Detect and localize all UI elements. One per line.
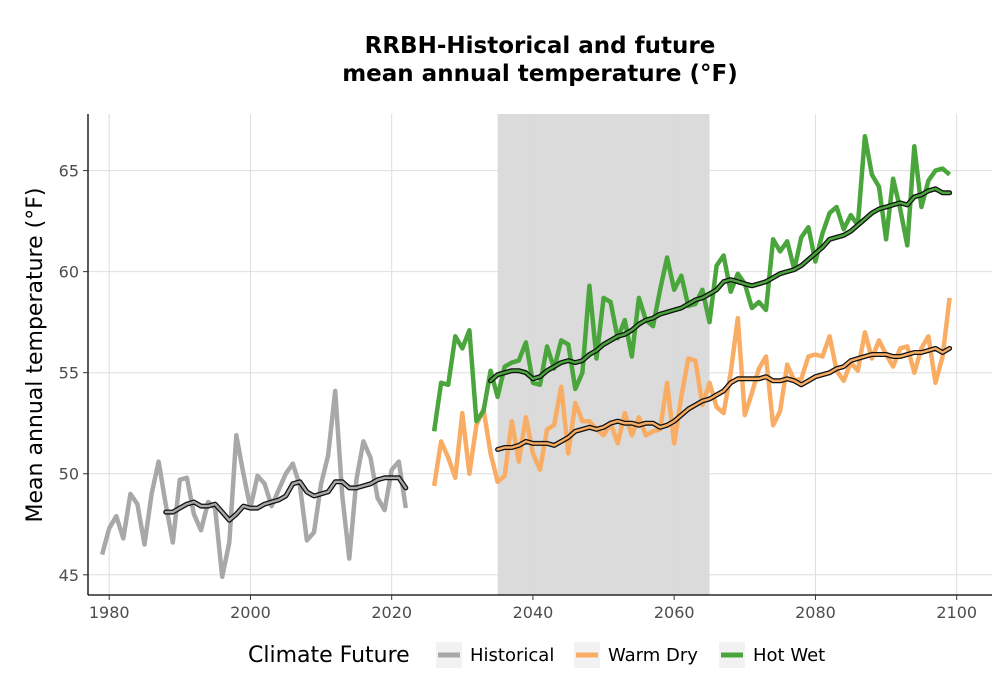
y-tick-label: 55 xyxy=(59,364,79,383)
chart-title-line-1: RRBH-Historical and future xyxy=(365,33,716,59)
legend-title: Climate Future xyxy=(248,643,410,668)
axes xyxy=(83,114,992,600)
x-tick-label: 2100 xyxy=(936,603,977,622)
shaded-period xyxy=(497,114,710,595)
x-tick-label: 2020 xyxy=(371,603,412,622)
historical-smoothed-line xyxy=(164,476,407,522)
x-tick-label: 2000 xyxy=(230,603,271,622)
x-tick-label: 1980 xyxy=(89,603,130,622)
warm-dry-smoothed-line xyxy=(496,347,951,451)
x-tick-label: 2040 xyxy=(513,603,554,622)
y-axis-title: Mean annual temperature (°F) xyxy=(23,188,48,523)
chart-title-line-2: mean annual temperature (°F) xyxy=(342,61,738,87)
hot-wet-line xyxy=(431,133,952,432)
legend-label-hot-wet: Hot Wet xyxy=(753,645,825,666)
series-lines xyxy=(99,133,953,580)
warm-dry-line xyxy=(431,297,952,487)
x-tick-label: 2080 xyxy=(795,603,836,622)
historical-line xyxy=(99,388,409,580)
x-tick-label: 2060 xyxy=(654,603,695,622)
legend: Climate Future Historical Warm Dry Hot Wet xyxy=(248,642,825,668)
legend-label-historical: Historical xyxy=(470,645,554,666)
legend-label-warm-dry: Warm Dry xyxy=(608,645,698,666)
y-tick-label: 60 xyxy=(59,263,79,282)
y-tick-label: 50 xyxy=(59,465,79,484)
y-tick-label: 45 xyxy=(59,566,79,585)
y-tick-label: 65 xyxy=(59,162,79,181)
tick-labels: 1980 2000 2020 2040 2060 2080 2100 45 50 55 60 65 xyxy=(59,162,977,622)
hot-wet-smoothed-line xyxy=(489,187,951,382)
